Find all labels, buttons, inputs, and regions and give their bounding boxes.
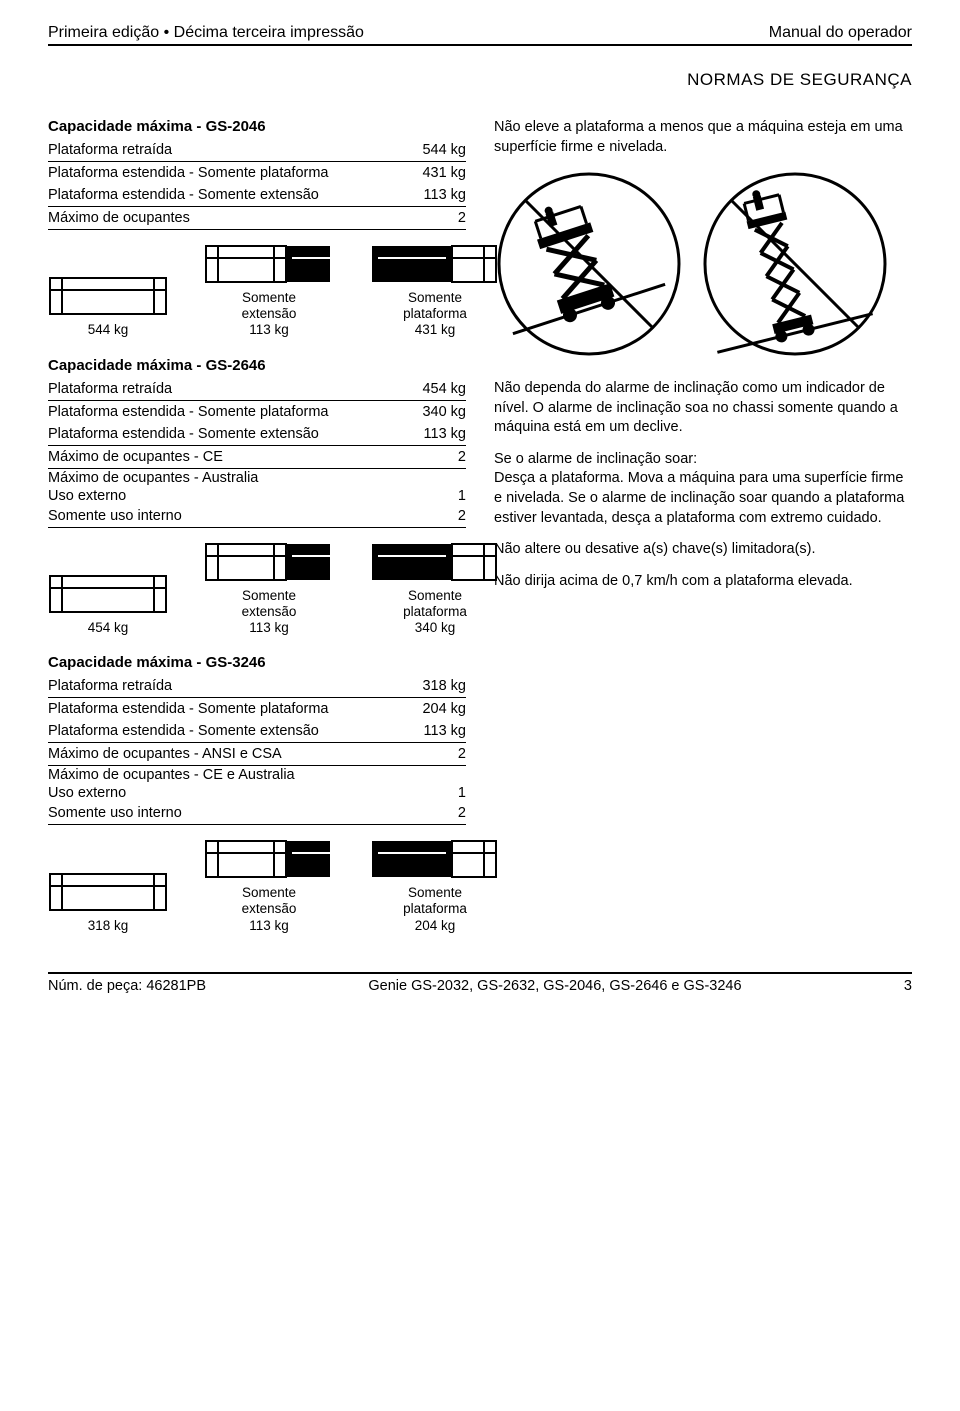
footer-models: Genie GS-2032, GS-2632, GS-2046, GS-2646… [368, 978, 741, 994]
graphic-caption: Somente [403, 290, 467, 306]
graphic-caption: 204 kg [403, 918, 467, 934]
graphic-platform: Somente plataforma 204 kg [370, 837, 500, 934]
graphic-caption: extensão [242, 901, 297, 917]
block-title: Capacidade máxima - GS-2046 [48, 118, 466, 135]
text: Se o alarme de inclinação soar: [494, 451, 697, 467]
graphic-caption: 113 kg [242, 620, 297, 636]
graphic-caption: extensão [242, 604, 297, 620]
graphic-caption: 544 kg [88, 322, 129, 338]
page-header: Primeira edição • Décima terceira impres… [48, 24, 912, 46]
spec-value: 204 kg [410, 701, 466, 717]
spec-value: 113 kg [412, 723, 466, 739]
graphic-extension: Somente extensão 113 kg [204, 540, 334, 637]
spec-label: Plataforma retraída [48, 678, 172, 694]
edition-text: Primeira edição • Décima terceira impres… [48, 24, 364, 42]
graphic-caption: 113 kg [242, 322, 297, 338]
spec-label: Plataforma estendida - Somente plataform… [48, 165, 328, 181]
spec-value: 2 [446, 210, 466, 226]
graphic-caption: extensão [242, 306, 297, 322]
spec-label: Plataforma retraída [48, 142, 172, 158]
block-gs3246: Capacidade máxima - GS-3246 Plataforma r… [48, 654, 466, 934]
section-title: NORMAS DE SEGURANÇA [48, 70, 912, 90]
spec-label: Máximo de ocupantes - CE [48, 449, 223, 465]
spec-label: Máximo de ocupantes - Australia [48, 470, 258, 486]
spec-label: Uso externo [48, 785, 126, 801]
prohibit-slope-driving-icon [494, 169, 684, 359]
graphic-platform: Somente plataforma 340 kg [370, 540, 500, 637]
spec-label: Máximo de ocupantes - ANSI e CSA [48, 746, 282, 762]
graphic-caption: Somente [403, 588, 467, 604]
spec-label: Plataforma estendida - Somente plataform… [48, 701, 328, 717]
spec-value: 454 kg [410, 381, 466, 397]
platform-extended-main-icon [370, 540, 500, 584]
paragraph: Se o alarme de inclinação soar: Desça a … [494, 450, 912, 528]
prohibit-slope-elevated-icon [700, 169, 890, 359]
paragraph: Não dirija acima de 0,7 km/h com a plata… [494, 572, 912, 592]
spec-value: 1 [458, 488, 466, 504]
block-title: Capacidade máxima - GS-3246 [48, 654, 466, 671]
graphic-caption: Somente [403, 885, 467, 901]
spec-label: Máximo de ocupantes [48, 210, 190, 226]
spec-label: Somente uso interno [48, 805, 182, 821]
spec-value: 113 kg [412, 426, 466, 442]
footer-part-number: Núm. de peça: 46281PB [48, 978, 206, 994]
spec-label: Máximo de ocupantes - CE e Australia [48, 767, 295, 783]
graphic-retracted: 318 kg [48, 870, 168, 934]
graphic-caption: 340 kg [403, 620, 467, 636]
graphic-platform: Somente plataforma 431 kg [370, 242, 500, 339]
spec-label: Plataforma estendida - Somente extensão [48, 426, 319, 442]
graphic-extension: Somente extensão 113 kg [204, 242, 334, 339]
spec-value: 2 [446, 449, 466, 465]
spec-label: Uso externo [48, 488, 126, 504]
graphic-caption: 318 kg [88, 918, 129, 934]
manual-title: Manual do operador [769, 24, 912, 42]
text: Desça a plataforma. Mova a máquina para … [494, 470, 904, 525]
graphic-caption: plataforma [403, 306, 467, 322]
platform-extended-icon [204, 837, 334, 881]
spec-value: 544 kg [410, 142, 466, 158]
spec-value: 318 kg [410, 678, 466, 694]
footer-page-number: 3 [904, 978, 912, 994]
spec-value: 1 [458, 785, 466, 801]
spec-value: 113 kg [412, 187, 466, 203]
spec-label: Plataforma estendida - Somente extensão [48, 723, 319, 739]
graphic-caption: 113 kg [242, 918, 297, 934]
block-gs2646: Capacidade máxima - GS-2646 Plataforma r… [48, 357, 466, 637]
graphic-caption: 454 kg [88, 620, 129, 636]
platform-retracted-icon [48, 870, 168, 914]
platform-retracted-icon [48, 274, 168, 318]
graphic-caption: plataforma [403, 901, 467, 917]
spec-value: 2 [446, 746, 466, 762]
spec-label: Plataforma retraída [48, 381, 172, 397]
spec-label: Somente uso interno [48, 508, 182, 524]
graphic-extension: Somente extensão 113 kg [204, 837, 334, 934]
platform-extended-main-icon [370, 242, 500, 286]
platform-extended-icon [204, 540, 334, 584]
block-title: Capacidade máxima - GS-2646 [48, 357, 466, 374]
page-footer: Núm. de peça: 46281PB Genie GS-2032, GS-… [48, 974, 912, 994]
graphic-caption: Somente [242, 885, 297, 901]
graphic-caption: 431 kg [403, 322, 467, 338]
graphic-caption: plataforma [403, 604, 467, 620]
spec-label: Plataforma estendida - Somente extensão [48, 187, 319, 203]
paragraph: Não dependa do alarme de inclinação como… [494, 379, 912, 438]
platform-extended-main-icon [370, 837, 500, 881]
graphic-caption: Somente [242, 588, 297, 604]
platform-extended-icon [204, 242, 334, 286]
block-gs2046: Capacidade máxima - GS-2046 Plataforma r… [48, 118, 466, 339]
spec-value: 2 [446, 805, 466, 821]
graphic-caption: Somente [242, 290, 297, 306]
spec-value: 431 kg [410, 165, 466, 181]
spec-value: 340 kg [410, 404, 466, 420]
graphic-retracted: 454 kg [48, 572, 168, 636]
spec-label: Plataforma estendida - Somente plataform… [48, 404, 328, 420]
paragraph: Não altere ou desative a(s) chave(s) lim… [494, 540, 912, 560]
spec-value: 2 [446, 508, 466, 524]
paragraph: Não eleve a plataforma a menos que a máq… [494, 118, 912, 157]
platform-retracted-icon [48, 572, 168, 616]
graphic-retracted: 544 kg [48, 274, 168, 338]
